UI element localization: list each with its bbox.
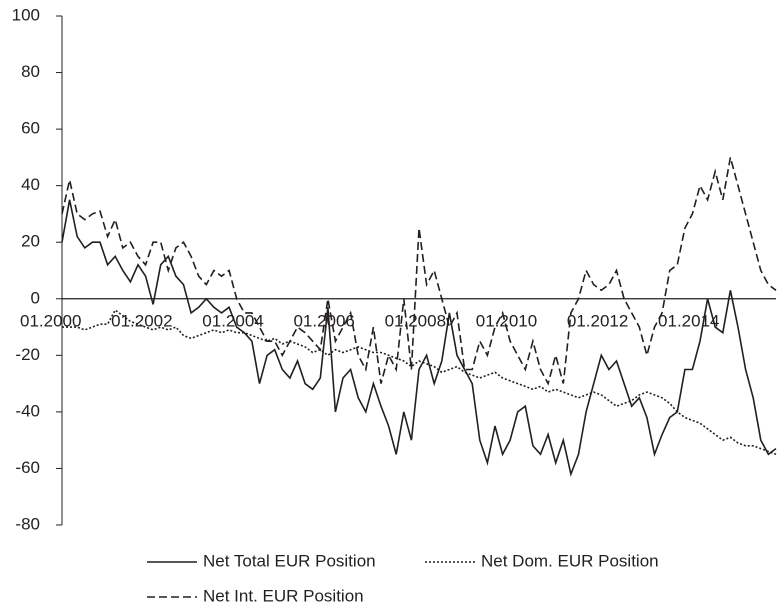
y-tick-label: 40	[21, 175, 40, 194]
y-tick-label: -60	[15, 458, 40, 477]
y-tick-label: 80	[21, 62, 40, 81]
x-tick-label: 01.2002	[111, 311, 172, 330]
x-tick-label: 01.2010	[476, 311, 537, 330]
x-tick-label: 01.2004	[202, 311, 263, 330]
y-tick-label: 100	[12, 5, 40, 24]
y-tick-label: -20	[15, 345, 40, 364]
series-line	[62, 308, 777, 456]
series-line	[61, 199, 777, 477]
y-tick-label: -40	[15, 401, 40, 420]
legend-label: Net Int. EUR Position	[203, 586, 364, 605]
y-tick-label: 0	[31, 288, 40, 307]
y-tick-label: 20	[21, 232, 40, 251]
x-tick-label: 01.2006	[293, 311, 354, 330]
legend-label: Net Total EUR Position	[203, 551, 376, 570]
x-tick-label: 01.2012	[567, 311, 628, 330]
series-line	[61, 157, 777, 386]
y-tick-label: -80	[15, 514, 40, 533]
x-tick-label: 01.2014	[658, 311, 719, 330]
legend-label: Net Dom. EUR Position	[481, 551, 659, 570]
y-tick-label: 60	[21, 119, 40, 138]
x-tick-label: 01.2008	[385, 311, 446, 330]
x-tick-label: 01.2000	[20, 311, 81, 330]
